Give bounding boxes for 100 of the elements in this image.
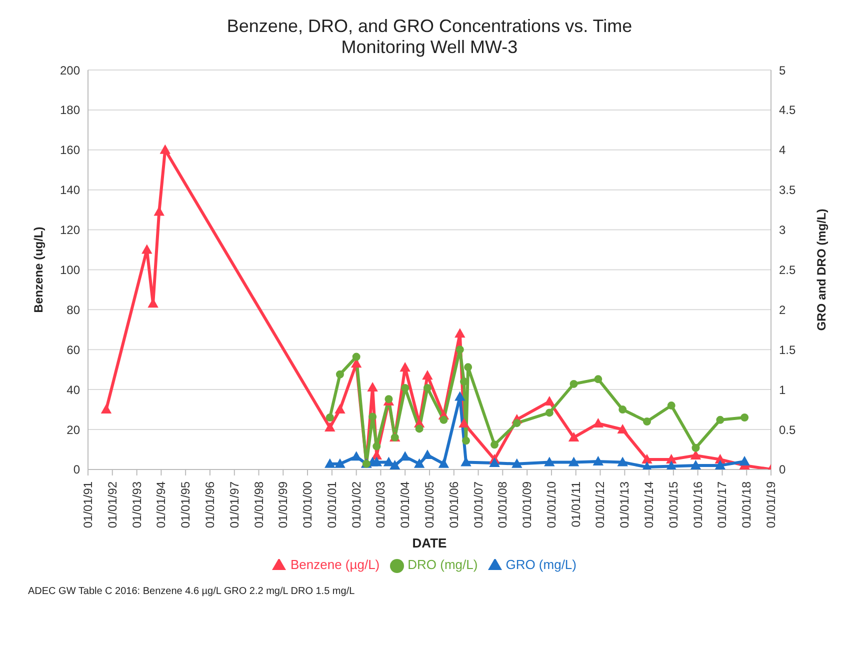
- point: [368, 382, 378, 392]
- x-tick-label: 01/01/06: [446, 481, 461, 528]
- y2-tick-label: 2.5: [779, 262, 796, 277]
- point: [544, 457, 554, 466]
- y2-axis-title: GRO and DRO (mg/L): [814, 208, 828, 331]
- x-tick-label: 01/01/14: [642, 481, 656, 528]
- point: [618, 424, 628, 434]
- point: [544, 396, 554, 406]
- point: [336, 370, 344, 378]
- point: [716, 416, 724, 424]
- point: [400, 452, 410, 461]
- x-tick-label: 01/01/15: [666, 481, 680, 528]
- y2-tick-label: 3: [779, 223, 786, 238]
- chart-title: Benzene, DRO, and GRO Concentrations vs. Time: [226, 15, 634, 37]
- point: [490, 440, 499, 449]
- point: [692, 444, 700, 452]
- point: [568, 432, 579, 442]
- point: [715, 460, 726, 470]
- point: [458, 418, 469, 428]
- x-tick-label: 01/01/13: [618, 481, 632, 528]
- y-tick-label: 20: [66, 422, 80, 437]
- y-tick-label: 40: [66, 382, 80, 397]
- point: [618, 457, 628, 466]
- point: [101, 404, 112, 414]
- y2-tick-label: 2: [779, 302, 786, 317]
- point: [456, 346, 464, 354]
- point: [154, 206, 164, 216]
- legend-label: GRO (mg/L): [506, 557, 576, 572]
- point: [440, 416, 448, 424]
- y-tick-label: 100: [60, 262, 80, 277]
- y-axis-title: Benzene (ug/L): [31, 226, 46, 313]
- point: [740, 414, 749, 422]
- point: [667, 402, 676, 410]
- point: [593, 456, 604, 466]
- y2-tick-label: 1: [779, 382, 786, 397]
- x-tick-label: 01/01/18: [740, 481, 754, 528]
- y-tick-label: 180: [60, 103, 80, 118]
- point: [401, 384, 410, 392]
- point: [454, 392, 465, 401]
- point: [454, 328, 465, 338]
- point: [390, 460, 400, 470]
- y2-tick-label: 4.5: [779, 103, 796, 118]
- point: [422, 450, 432, 460]
- y-tick-label: 0: [73, 462, 80, 477]
- point: [594, 375, 602, 384]
- legend-label: DRO (mg/L): [408, 557, 478, 572]
- point: [352, 352, 360, 361]
- y-tick-label: 160: [60, 143, 80, 158]
- point: [593, 418, 604, 428]
- y2-tick-label: 0: [779, 462, 786, 477]
- point: [160, 144, 170, 154]
- x-tick-label: 01/01/98: [252, 481, 266, 528]
- x-tick-label: 01/01/02: [349, 481, 364, 528]
- x-tick-label: 01/01/97: [227, 481, 242, 528]
- text: ADEC GW Table C 2016: Benzene 4.6 µg/L GRO 2.2 mg/L DRO 1.5 mg/L: [27, 586, 356, 597]
- x-tick-label: 01/01/05: [422, 481, 437, 528]
- point: [740, 456, 750, 466]
- x-tick-label: 01/01/12: [593, 481, 608, 528]
- point: [460, 457, 471, 466]
- x-tick-label: 01/01/04: [398, 481, 412, 528]
- point: [438, 458, 449, 468]
- x-tick-label: 01/01/09: [520, 481, 534, 528]
- x-tick-label: 01/01/01: [324, 481, 339, 528]
- x-tick-label: 01/01/10: [544, 481, 558, 528]
- x-axis-title: DATE: [412, 535, 448, 550]
- x-tick-label: 01/01/16: [690, 481, 705, 528]
- x-tick-label: 01/01/11: [568, 481, 583, 528]
- x-tick-label: 01/01/08: [496, 481, 510, 528]
- point: [464, 363, 472, 372]
- point: [666, 461, 676, 470]
- point: [384, 395, 393, 404]
- point: [690, 450, 701, 460]
- point: [545, 408, 554, 417]
- point: [415, 424, 424, 433]
- x-tick-label: 01/01/07: [471, 481, 486, 528]
- point: [570, 380, 578, 388]
- point: [568, 457, 579, 466]
- point: [334, 404, 345, 414]
- y2-tick-label: 3.5: [779, 183, 796, 198]
- x-tick-label: 01/01/00: [300, 481, 315, 528]
- point: [490, 458, 500, 468]
- point: [642, 454, 652, 464]
- point: [423, 384, 432, 392]
- point: [400, 362, 410, 372]
- x-tick-label: 01/01/99: [276, 481, 290, 528]
- point: [351, 452, 362, 461]
- point: [324, 422, 335, 432]
- point: [642, 418, 651, 426]
- point: [462, 436, 470, 445]
- x-tick-label: 01/01/91: [81, 481, 95, 528]
- y2-tick-label: 0.5: [779, 422, 796, 437]
- point: [142, 244, 152, 254]
- point: [422, 370, 432, 380]
- y-tick-label: 200: [60, 63, 80, 78]
- legend-label: Benzene (µg/L): [290, 557, 380, 572]
- point: [372, 457, 382, 466]
- point: [324, 458, 335, 468]
- y2-tick-label: 1.5: [779, 342, 796, 357]
- point: [414, 458, 424, 468]
- x-tick-label: 01/01/92: [105, 481, 120, 528]
